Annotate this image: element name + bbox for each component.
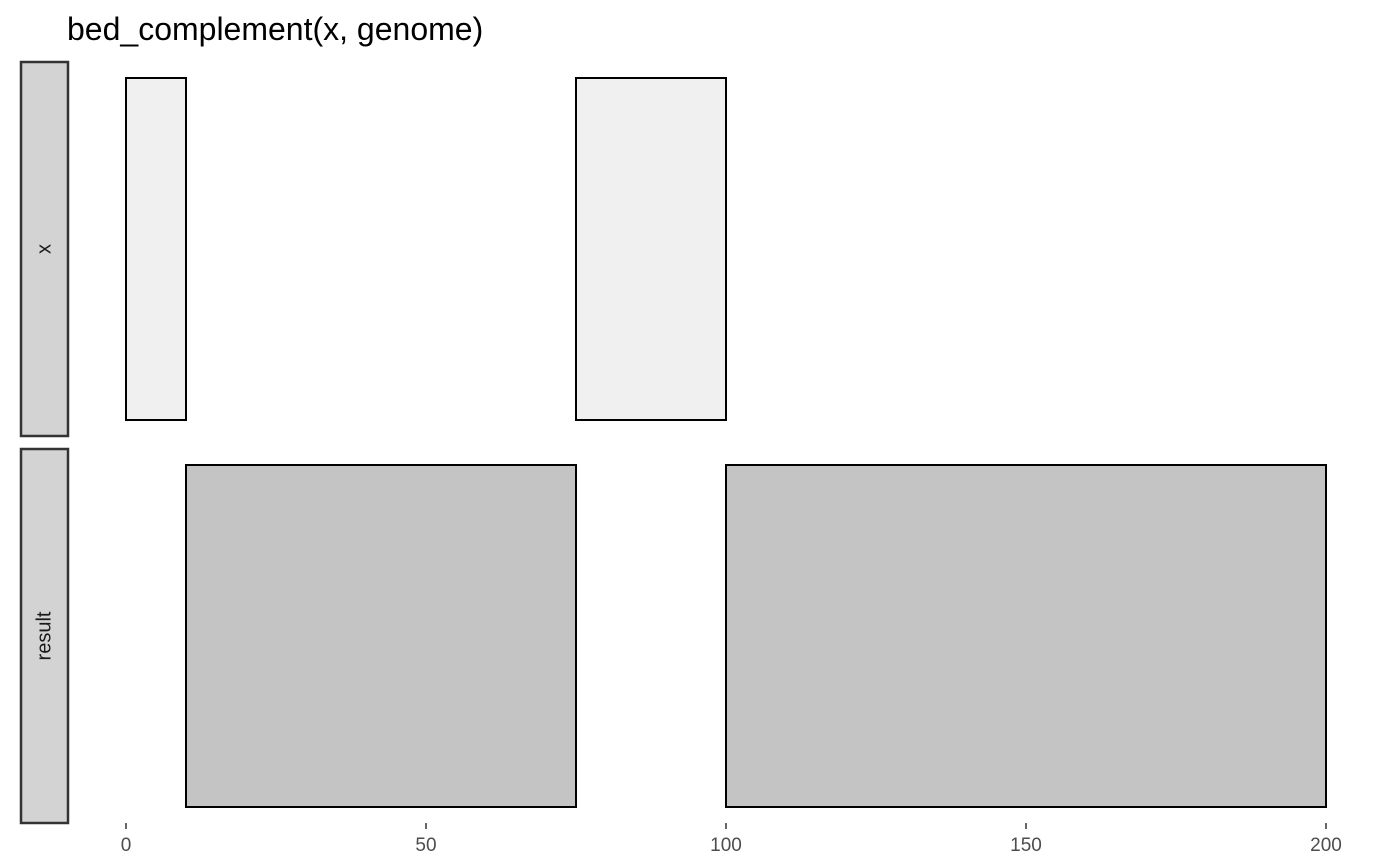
- x-axis: 0 50 100 150 200: [121, 823, 1342, 856]
- x-tick-label: 0: [121, 835, 132, 856]
- x-tick-label: 200: [1310, 835, 1342, 856]
- facet-panels: x result: [19, 60, 1327, 825]
- facet-strip: [19, 447, 70, 825]
- chart-title: bed_complement(x, genome): [67, 11, 483, 47]
- interval-bar: [725, 464, 1327, 808]
- x-tick-label: 100: [710, 835, 742, 856]
- x-tick-label: 50: [415, 835, 436, 856]
- interval-bar: [185, 464, 577, 808]
- interval-bar: [575, 77, 727, 421]
- interval-bar: [125, 77, 187, 421]
- facet-strip-label: result: [34, 611, 56, 660]
- facet-panel-result: result: [19, 447, 1327, 825]
- facet-strip-label: x: [34, 244, 56, 254]
- x-tick-label: 150: [1010, 835, 1042, 856]
- facet-panel-x: x: [19, 60, 727, 438]
- facet-strip: [19, 60, 70, 438]
